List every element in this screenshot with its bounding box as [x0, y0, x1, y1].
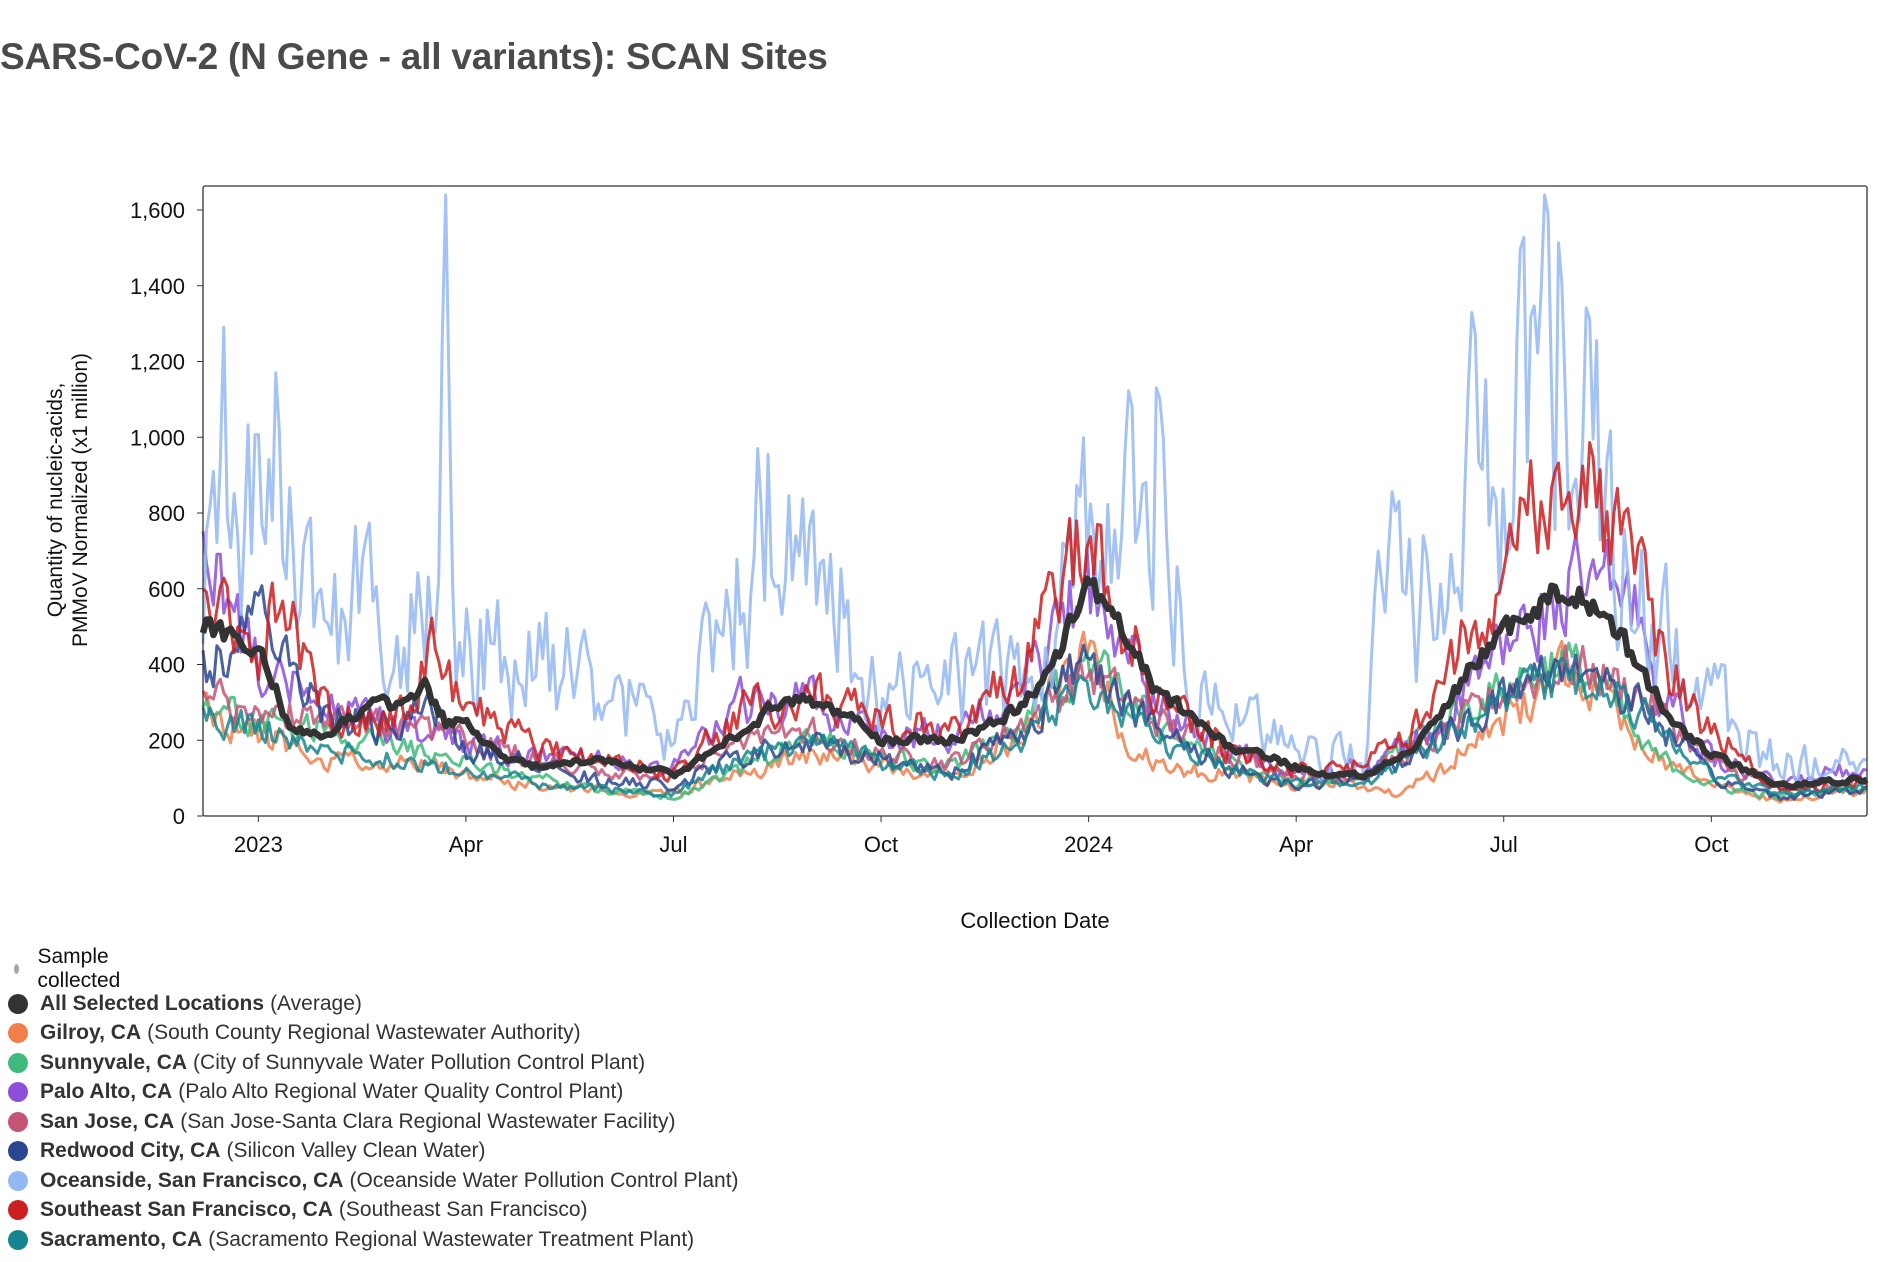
legend-site-name: Redwood City, CA [40, 1139, 221, 1163]
series-line [201, 656, 1868, 799]
x-axis: 2023 Apr Jul Oct 2024 Apr Jul Oct [234, 816, 1728, 857]
legend-facility-name: (Oceanside Water Pollution Control Plant… [349, 1168, 739, 1192]
legend-swatch-icon [8, 1141, 28, 1162]
y-tick-label: 1,600 [130, 198, 185, 223]
legend-list: All Selected Locations (Average) Gilroy, C… [8, 989, 739, 1255]
legend-item: Southeast San Francisco, CA (Southeast Sa… [8, 1196, 739, 1226]
y-axis: 0 200 400 600 800 1,000 1,200 1,400 1,600 [130, 198, 203, 829]
x-tick-label: 2023 [234, 832, 283, 857]
legend-facility-name: (San Jose-Santa Clara Regional Wastewate… [180, 1109, 676, 1133]
y-tick-label: 1,400 [130, 274, 185, 299]
legend-site-name: San Jose, CA [40, 1109, 175, 1133]
x-tick-label: Oct [1694, 832, 1728, 857]
sample-collected-legend: Sample collected [8, 945, 125, 993]
legend-facility-name: (South County Regional Wastewater Author… [147, 1021, 581, 1045]
legend-item: Oceanside, San Francisco, CA (Oceanside W… [8, 1166, 739, 1196]
legend-swatch-icon [8, 1170, 28, 1191]
legend-swatch-icon [8, 1229, 28, 1250]
legend-facility-name: (City of Sunnyvale Water Pollution Contr… [193, 1050, 646, 1074]
y-tick-label: 800 [148, 501, 185, 526]
series-line [201, 193, 1868, 785]
series-line [202, 441, 1868, 794]
series-layer [199, 193, 1869, 804]
legend-site-name: Southeast San Francisco, CA [40, 1198, 333, 1222]
average-series-line [199, 575, 1869, 791]
legend-item: Sunnyvale, CA (City of Sunnyvale Water Po… [8, 1048, 739, 1078]
legend-swatch-icon [8, 1200, 28, 1221]
y-axis-label-line1: Quantity of nucleic-acids, [44, 383, 67, 618]
legend-facility-name: (Palo Alto Regional Water Quality Contro… [178, 1080, 624, 1104]
chart-svg: 0 200 400 600 800 1,000 1,200 1,400 1,600 2023 Ap… [44, 185, 1869, 933]
y-tick-label: 400 [148, 653, 185, 678]
legend-site-name: Palo Alto, CA [40, 1080, 173, 1104]
x-tick-label: 2024 [1064, 832, 1113, 857]
x-tick-label: Oct [864, 832, 898, 857]
plot-frame [202, 185, 1868, 817]
legend-facility-name: (Average) [270, 991, 362, 1015]
legend-site-name: All Selected Locations [40, 991, 265, 1015]
legend-site-name: Oceanside, San Francisco, CA [40, 1168, 344, 1192]
legend-swatch-icon [8, 1023, 28, 1044]
y-axis-label-line2: PMMoV Normalized (x1 million) [69, 353, 92, 647]
legend-facility-name: (Sacramento Regional Wastewater Treatmen… [208, 1227, 695, 1251]
legend-item: Sacramento, CA (Sacramento Regional Waste… [8, 1225, 739, 1255]
legend-site-name: Gilroy, CA [40, 1021, 142, 1045]
series-line [201, 644, 1868, 792]
legend-item: Redwood City, CA (Silicon Valley Clean Wa… [8, 1137, 739, 1167]
legend-item: Palo Alto, CA (Palo Alto Regional Water Q… [8, 1078, 739, 1108]
x-tick-label: Jul [659, 832, 687, 857]
legend-swatch-icon [8, 993, 28, 1014]
legend-facility-name: (Silicon Valley Clean Water) [226, 1139, 486, 1163]
x-tick-label: Jul [1490, 832, 1518, 857]
y-tick-label: 1,000 [130, 425, 185, 450]
chart-title: SARS-CoV-2 (N Gene - all variants): SCAN… [0, 36, 828, 77]
legend-item-average: All Selected Locations (Average) [8, 989, 739, 1019]
x-axis-label: Collection Date [960, 908, 1109, 933]
legend-item: San Jose, CA (San Jose-Santa Clara Region… [8, 1107, 739, 1137]
legend-swatch-icon [8, 1082, 28, 1103]
legend-swatch-icon [8, 1052, 28, 1073]
y-tick-label: 600 [148, 577, 185, 602]
y-tick-label: 1,200 [130, 350, 185, 375]
sample-dot-icon [14, 964, 20, 974]
y-tick-label: 0 [173, 804, 185, 829]
legend-item: Gilroy, CA (South County Regional Wastewa… [8, 1019, 739, 1049]
series-line [202, 630, 1869, 804]
x-tick-label: Apr [1279, 832, 1313, 857]
y-tick-label: 200 [148, 728, 185, 753]
legend-swatch-icon [8, 1111, 28, 1132]
legend-site-name: Sacramento, CA [40, 1227, 203, 1251]
legend-site-name: Sunnyvale, CA [40, 1050, 188, 1074]
legend-facility-name: (Southeast San Francisco) [338, 1198, 588, 1222]
x-tick-label: Apr [449, 832, 483, 857]
sample-collected-label: Sample collected [37, 945, 121, 992]
